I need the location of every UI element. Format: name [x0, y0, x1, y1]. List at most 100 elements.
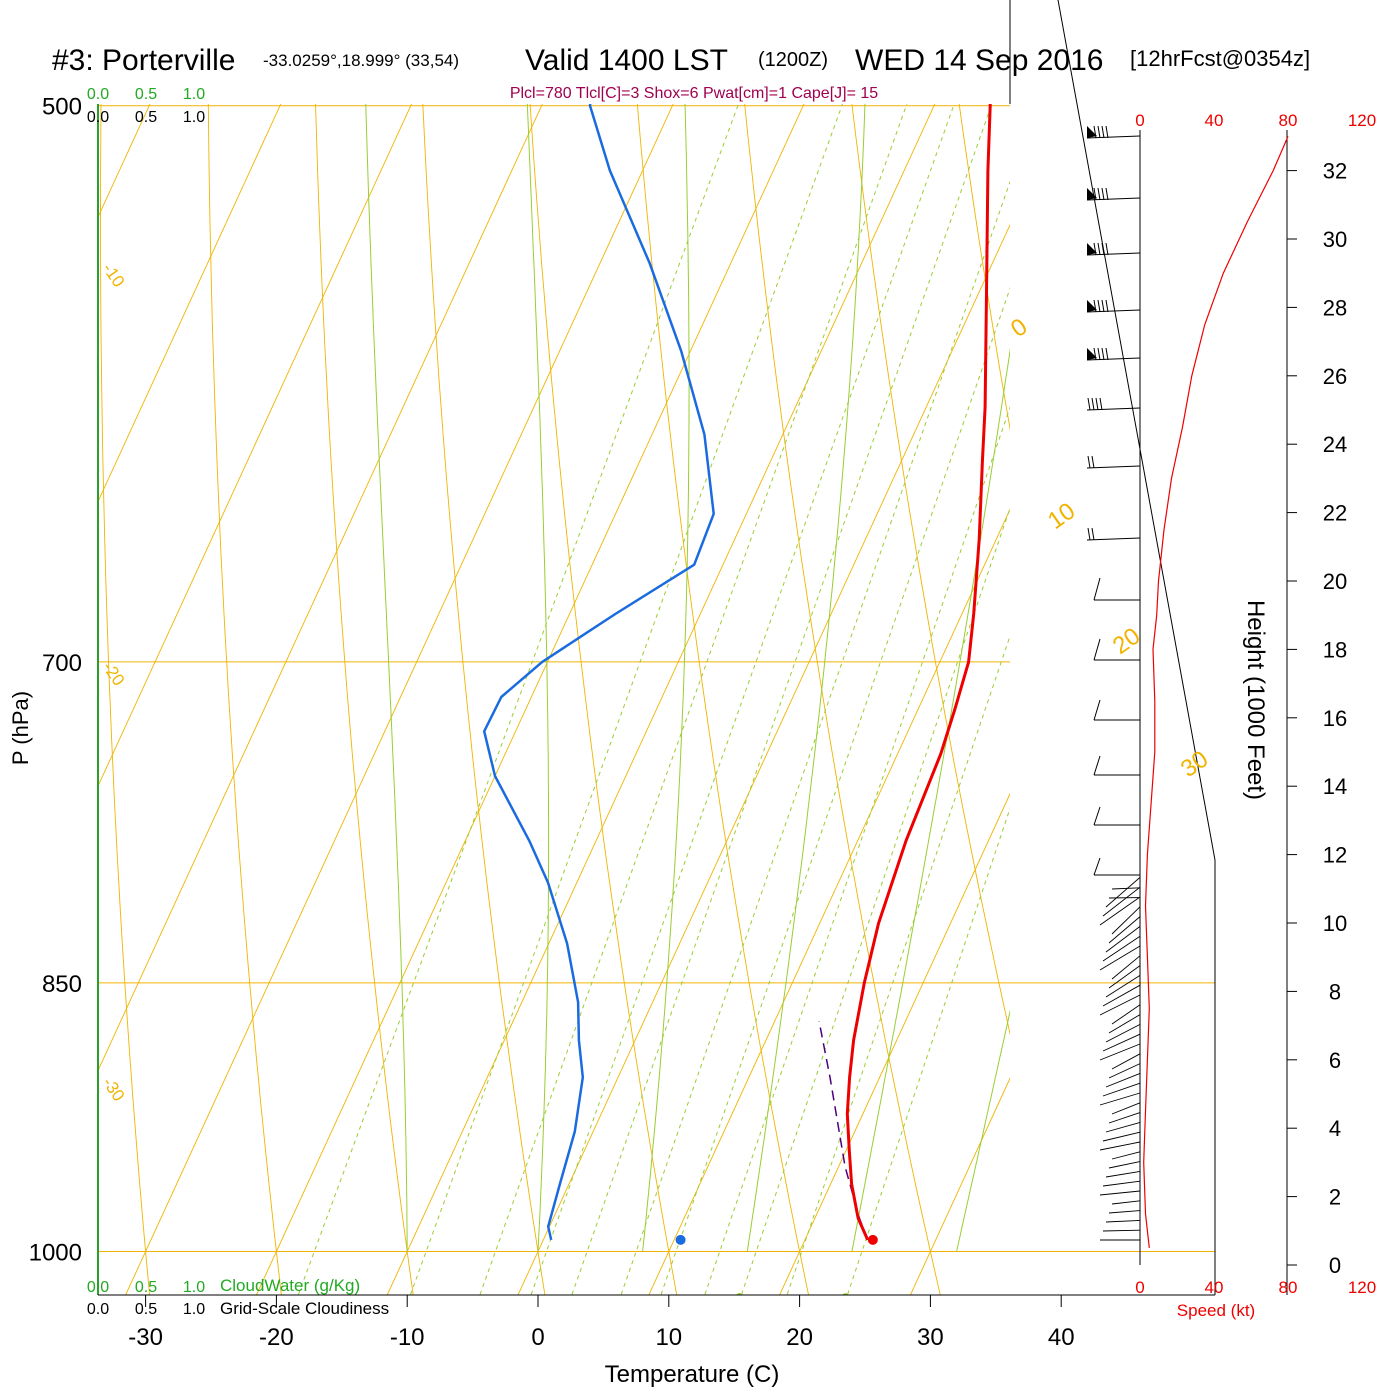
wind-barb-feather: [1101, 187, 1105, 201]
y-axis-title: P (hPa): [8, 691, 33, 765]
wind-barb-feather: [1105, 299, 1109, 313]
x-tick-label: 0: [531, 1324, 544, 1351]
sounding-indices: Plcl=780 Tlcl[C]=3 Shox=6 Pwat[cm]=1 Cap…: [510, 85, 878, 102]
plot-frame: [97, 0, 1216, 1307]
wind-barb-feather: [1101, 125, 1105, 139]
cloudiness-tick-bottom: 0.5: [135, 1301, 157, 1318]
wind-barb-staff: [1105, 975, 1141, 998]
speed-axis-title: Speed (kt): [1177, 1301, 1255, 1320]
isotherm-line: [98, 104, 543, 1072]
wind-barb-feather: [1093, 299, 1097, 313]
wind-barb-staff: [1099, 994, 1141, 1016]
cloudwater-tick-top: 1.0: [183, 86, 205, 103]
cloudiness-tick-top: 0.0: [87, 109, 109, 126]
height-tick-label: 22: [1323, 501, 1347, 526]
wind-barb-staff: [1099, 1190, 1141, 1196]
height-tick-label: 20: [1323, 569, 1347, 594]
wind-barb-feather: [1097, 242, 1101, 256]
wind-barb-feather: [1091, 397, 1095, 411]
speed-tick-label-bottom: 0: [1135, 1278, 1144, 1297]
moist-adiabat: [642, 104, 690, 1252]
dry-adiabat: [744, 104, 941, 1295]
mixing-ratio-label: 3: [466, 1291, 484, 1312]
zulu-time: (1200Z): [758, 49, 828, 71]
wind-barb-feather: [1093, 699, 1101, 721]
height-tick-label: 16: [1323, 706, 1347, 731]
moist-adiabat: [746, 104, 866, 1252]
wind-barb-feather: [1093, 125, 1097, 139]
wind-barb-staff: [1108, 1112, 1141, 1124]
station-coords: -33.0259°,18.999° (33,54): [263, 51, 459, 70]
dry-adiabat: [636, 104, 810, 1295]
dry-adiabat: [958, 104, 1010, 432]
speed-tick-label-top: 120: [1348, 111, 1376, 130]
wind-barb-feather: [1097, 187, 1101, 201]
wind-barb-staff: [1102, 886, 1141, 917]
forecast-info: [12hrFcst@0354z]: [1130, 46, 1310, 71]
cloudiness-tick-bottom: 1.0: [183, 1301, 205, 1318]
wind-barb-staff: [1111, 955, 1141, 980]
isotherm-line: [98, 104, 413, 788]
isotherm-label: -20: [99, 658, 129, 689]
wind-barb-staff: [1099, 945, 1141, 971]
isotherm-label: 10: [1043, 497, 1080, 534]
x-tick-label: 20: [786, 1324, 813, 1351]
wind-barb-pennant: [1087, 300, 1097, 312]
cloudiness-tick-bottom: 0.0: [87, 1301, 109, 1318]
wind-barb-staff: [1111, 906, 1141, 935]
mixing-ratio-line: [846, 806, 1010, 1295]
x-tick-label: 40: [1048, 1324, 1075, 1351]
dewpoint-line: [482, 104, 715, 1241]
wind-barb-staff: [1108, 965, 1141, 989]
wind-barb-feather: [1093, 857, 1101, 876]
height-tick-label: 0: [1329, 1253, 1341, 1278]
mixing-ratio-label: 1: [285, 1291, 303, 1312]
x-tick-label: 10: [655, 1324, 682, 1351]
dry-adiabat: [1209, 0, 1400, 1400]
isotherm-line: [0, 0, 315, 1400]
wind-barb-feather: [1097, 299, 1101, 313]
mixing-ratio-label: 2: [397, 1291, 415, 1312]
isotherm-line: [255, 104, 805, 1295]
temperature-line: [845, 104, 992, 1241]
dry-adiabat: [422, 104, 546, 1295]
wind-barb-staff: [1099, 1092, 1141, 1106]
wind-barb-feather: [1105, 125, 1109, 139]
wind-barb-pennant: [1087, 243, 1097, 255]
surface-temperature-dot: [867, 1234, 878, 1245]
wind-barb-staff: [1086, 407, 1141, 411]
wind-barb-staff: [1111, 1102, 1141, 1115]
wind-barb-staff: [1108, 1063, 1141, 1079]
cloudiness-tick-top: 0.5: [135, 109, 157, 126]
isotherm-line: [0, 0, 576, 1400]
wind-barb-staff: [1105, 877, 1141, 908]
wind-barb-staff: [1111, 1053, 1141, 1070]
wind-barb-staff: [1099, 896, 1141, 926]
isotherm-label: 0: [1006, 313, 1032, 343]
cloudwater-tick-top: 0.5: [135, 86, 157, 103]
y-tick-label: 500: [42, 94, 82, 121]
y-tick-label: 850: [42, 971, 82, 998]
isotherm-line: [1250, 0, 1400, 1400]
wind-barb-feather: [1101, 347, 1105, 361]
height-tick-label: 26: [1323, 364, 1347, 389]
mixing-ratio-line: [479, 104, 908, 1295]
wind-barb-staff: [1102, 1131, 1141, 1142]
moist-adiabat: [956, 1009, 1010, 1252]
wind-barb-feather: [1101, 242, 1105, 256]
isotherm-line: [98, 104, 282, 503]
wind-barbs: [1086, 125, 1141, 1241]
isotherm-line: [98, 104, 151, 219]
y-tick-label: 700: [42, 650, 82, 677]
mixing-ratio-line: [409, 104, 844, 1295]
wind-barb-feather: [1091, 527, 1095, 541]
mixing-ratio-line: [740, 506, 1010, 1295]
mixing-ratio-label: 12: [724, 1289, 750, 1315]
isotherm-line: [648, 508, 1010, 1295]
speed-tick-label-top: 80: [1279, 111, 1298, 130]
wind-barb-feather: [1093, 806, 1101, 826]
wind-barb-feather: [1087, 397, 1091, 411]
isotherm-line: [779, 792, 1010, 1295]
wind-barb-feather: [1097, 347, 1101, 361]
